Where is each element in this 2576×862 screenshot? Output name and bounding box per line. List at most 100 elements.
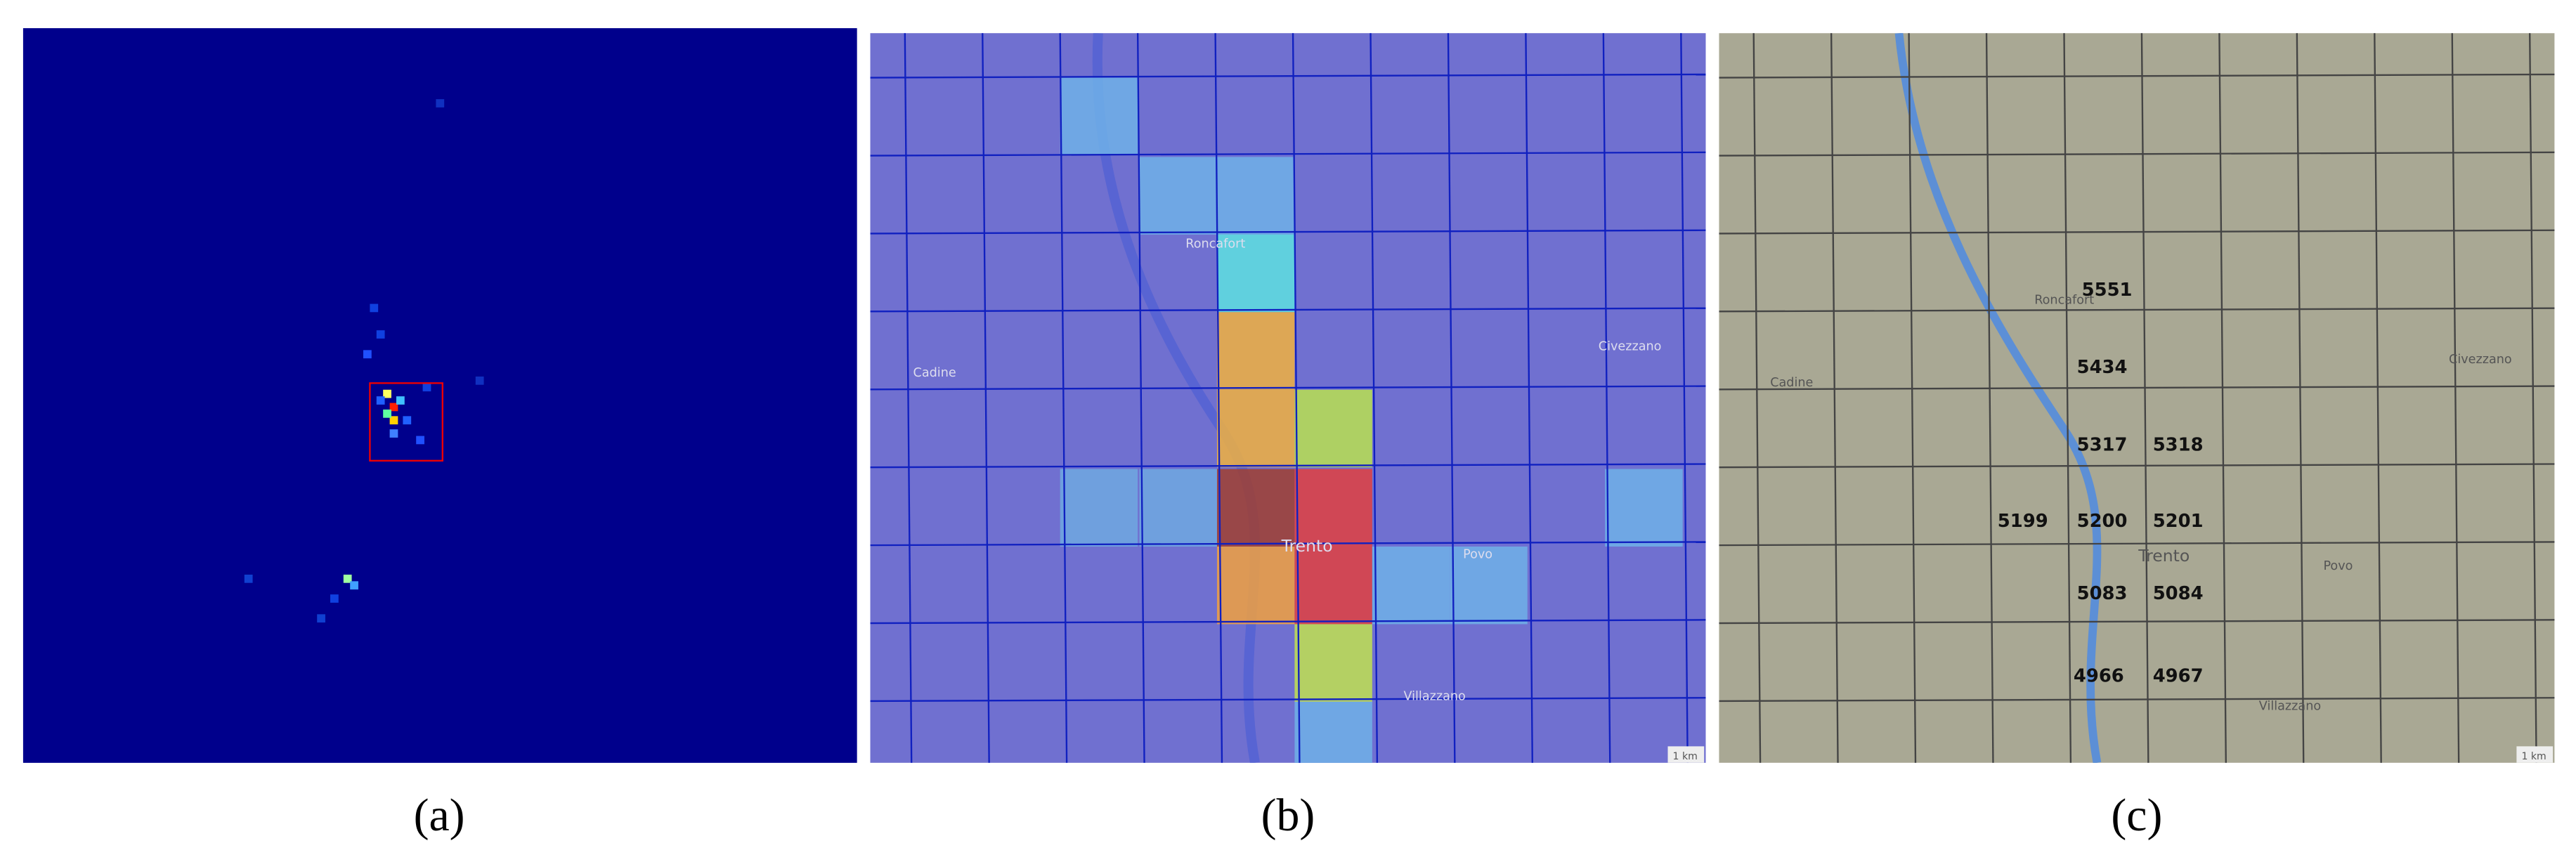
heat-cell — [1605, 469, 1683, 547]
grid-line — [2218, 33, 2227, 763]
map-background — [1719, 33, 2555, 763]
grid-line — [870, 619, 1706, 625]
scale-box — [2516, 746, 2554, 763]
grid-line — [1719, 307, 2555, 313]
grid-line — [1719, 463, 2555, 469]
heat-cell — [1294, 701, 1372, 763]
heat-cell — [1216, 469, 1295, 547]
scale-label: 1 km — [2521, 751, 2546, 762]
heat-cell — [330, 594, 339, 603]
cell-id: 5199 — [1998, 511, 2048, 532]
grid-line — [1719, 151, 2555, 157]
heat-cell — [1139, 469, 1217, 547]
heat-cell — [370, 303, 379, 313]
cell-id: 5317 — [2077, 435, 2128, 456]
heat-cell — [389, 429, 398, 438]
heatmap-cells — [244, 99, 484, 623]
heat-cell — [383, 389, 391, 398]
grid-line — [870, 73, 1706, 79]
grid — [1719, 33, 2555, 779]
map-label: Cadine — [1770, 376, 1813, 390]
caption: (b) — [1261, 790, 1315, 841]
grid-line — [1719, 73, 2555, 79]
scale-box — [1667, 746, 1705, 763]
map-label: Trento — [1281, 536, 1333, 556]
river — [1894, 33, 2102, 763]
heat-cell — [389, 403, 398, 412]
heat-cell — [1139, 157, 1217, 235]
heat-cell — [1060, 469, 1138, 547]
panel-c: Roncafort Cadine Civezzano Trento Povo V… — [1719, 33, 2555, 841]
highlight-box — [369, 382, 443, 462]
panel-b: Roncafort Cadine Civezzano Trento Povo V… — [870, 33, 1706, 841]
caption: (c) — [2111, 790, 2162, 841]
map-label: Civezzano — [1599, 339, 1662, 353]
grid-line — [870, 697, 1706, 703]
heat-cell — [389, 416, 398, 425]
heat-cell — [1372, 547, 1450, 625]
map-label: Povo — [2323, 559, 2353, 573]
cell-id: 4967 — [2153, 666, 2204, 687]
map-label: Trento — [2138, 546, 2190, 566]
map-label: Roncafort — [2034, 294, 2094, 308]
scale-label: 1 km — [1673, 751, 1698, 762]
map-label: Civezzano — [2449, 353, 2512, 367]
cell-id: 4966 — [2074, 666, 2124, 687]
heat-cell — [363, 350, 372, 359]
grid-line — [1719, 619, 2555, 625]
heat-cell — [416, 436, 424, 445]
heat-cell — [1294, 624, 1372, 702]
heat-cell — [350, 581, 358, 590]
heat-cell — [244, 574, 253, 583]
heat-cell — [376, 330, 385, 339]
heatmap-background — [22, 28, 857, 763]
heat-cell — [1294, 547, 1372, 625]
heat-cell — [1216, 389, 1295, 468]
grid-line — [1719, 697, 2555, 703]
grid-line — [1719, 385, 2555, 391]
grid-line — [870, 307, 1706, 313]
heat-cell — [1294, 469, 1372, 547]
grid-line — [1525, 33, 1533, 763]
cell-id: 5434 — [2077, 357, 2128, 378]
heat-cell — [1216, 547, 1295, 625]
grid-line — [870, 229, 1706, 235]
heat-cells — [1060, 77, 1683, 763]
grid-line — [1719, 541, 2555, 547]
heat-cell — [376, 396, 385, 405]
heat-cell — [396, 396, 405, 405]
heat-cell — [1216, 312, 1295, 390]
cell-id: 5201 — [2153, 511, 2204, 532]
cell-id: 5084 — [2153, 583, 2204, 604]
cell-id: 5083 — [2077, 583, 2128, 604]
grid-line — [2529, 33, 2537, 763]
heat-cell — [1294, 389, 1372, 468]
heat-cell — [1450, 547, 1528, 625]
heat-cell — [436, 99, 445, 107]
heat-cell — [1216, 157, 1295, 235]
grid-line — [2451, 33, 2460, 763]
grid-line — [1447, 33, 1456, 763]
map-label: Roncafort — [1185, 237, 1245, 252]
heat-cell — [343, 574, 352, 583]
grid-line — [1719, 776, 2554, 779]
heat-cell — [383, 409, 391, 418]
cell-id: 5318 — [2153, 435, 2204, 456]
grid-line — [870, 385, 1706, 391]
panel-a: (a) — [22, 28, 857, 841]
heat-cell — [403, 416, 412, 425]
map-label: Villazzano — [1403, 690, 1465, 704]
cell-id: 5200 — [2077, 511, 2128, 532]
map-label: Cadine — [913, 366, 956, 380]
heat-cell — [422, 383, 431, 392]
grid-line — [870, 463, 1706, 469]
grid-line — [870, 541, 1706, 547]
heat-cell — [1216, 234, 1295, 313]
grid-line — [1370, 33, 1379, 763]
grid-line — [1680, 33, 1689, 763]
grid-line — [870, 151, 1706, 157]
heat-cell — [475, 376, 484, 385]
map-label: Villazzano — [2259, 700, 2321, 714]
grid-line — [870, 776, 1705, 779]
